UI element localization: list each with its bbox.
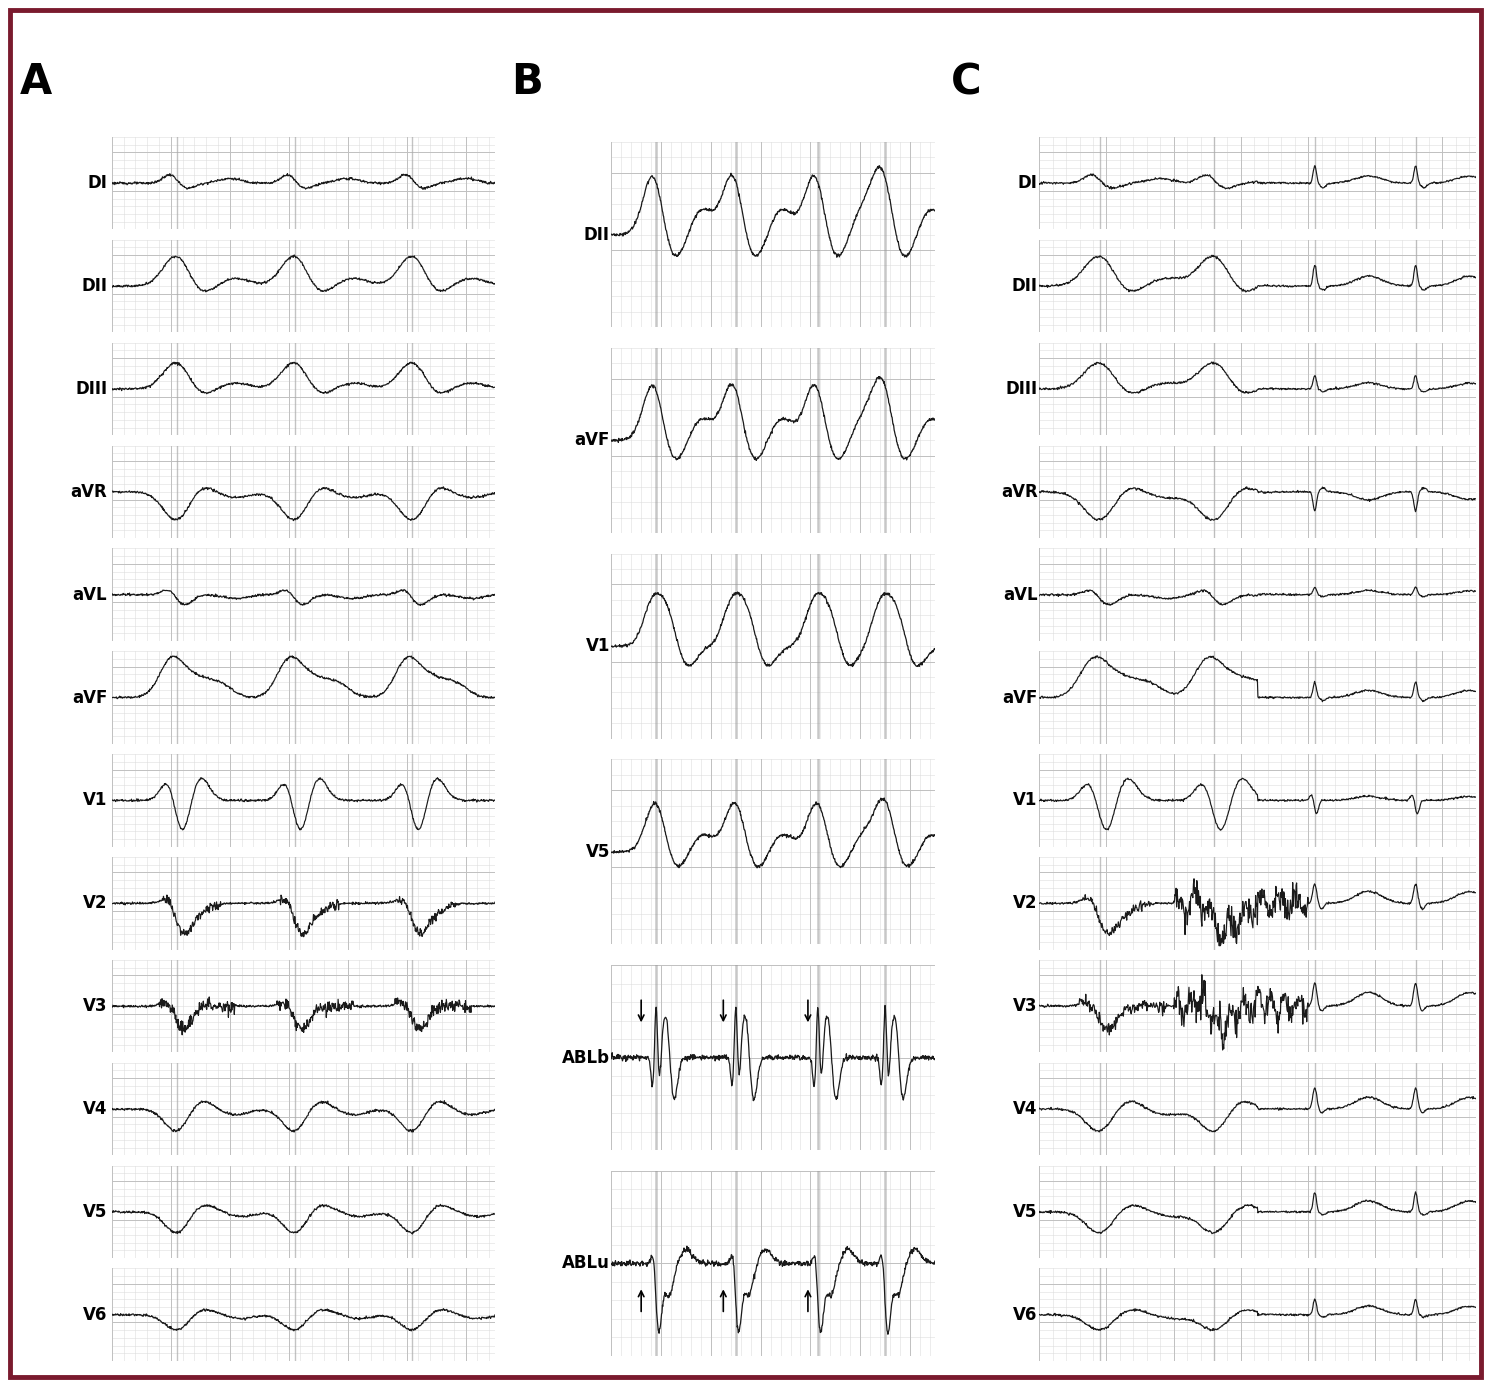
- Text: DII: DII: [584, 226, 610, 244]
- Text: DII: DII: [82, 277, 107, 295]
- Text: DI: DI: [1018, 175, 1038, 193]
- Text: V4: V4: [83, 1100, 107, 1118]
- Text: V6: V6: [1014, 1305, 1038, 1323]
- Text: DIII: DIII: [75, 380, 107, 398]
- Text: aVR: aVR: [70, 483, 107, 501]
- Text: A: A: [19, 61, 52, 104]
- Text: aVL: aVL: [73, 585, 107, 603]
- Text: V5: V5: [1014, 1203, 1038, 1221]
- Text: aVL: aVL: [1003, 585, 1038, 603]
- Text: aVF: aVF: [574, 431, 610, 449]
- Text: V1: V1: [1014, 792, 1038, 810]
- Text: aVF: aVF: [1002, 688, 1038, 706]
- Text: ABLb: ABLb: [562, 1049, 610, 1067]
- Text: aVF: aVF: [72, 688, 107, 706]
- Text: aVR: aVR: [1000, 483, 1038, 501]
- Text: DI: DI: [88, 175, 107, 193]
- Text: V5: V5: [83, 1203, 107, 1221]
- Text: V3: V3: [83, 997, 107, 1015]
- Text: V4: V4: [1014, 1100, 1038, 1118]
- Text: DII: DII: [1012, 277, 1038, 295]
- Text: DIII: DIII: [1005, 380, 1038, 398]
- Text: V2: V2: [83, 895, 107, 913]
- Text: V5: V5: [586, 843, 610, 861]
- Text: V2: V2: [1014, 895, 1038, 913]
- Text: C: C: [951, 61, 983, 104]
- Text: ABLu: ABLu: [562, 1254, 610, 1272]
- Text: B: B: [511, 61, 543, 104]
- Text: V3: V3: [1014, 997, 1038, 1015]
- Text: V1: V1: [586, 637, 610, 655]
- Text: V6: V6: [83, 1305, 107, 1323]
- Text: V1: V1: [83, 792, 107, 810]
